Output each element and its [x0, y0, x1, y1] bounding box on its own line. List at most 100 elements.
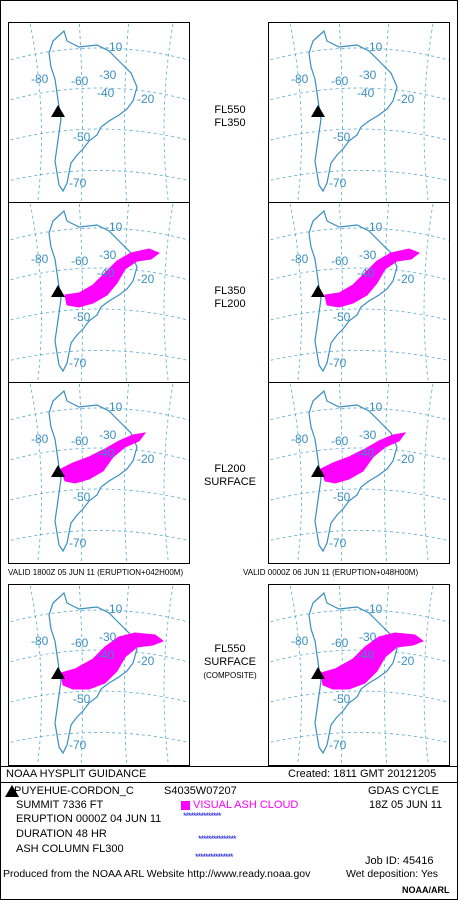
longitude-label: -40 [357, 648, 375, 662]
longitude-label: -80 [31, 432, 49, 446]
ash-cloud [320, 632, 425, 690]
level-label-2: FL350 FL200 [190, 285, 270, 311]
longitude-label: -60 [71, 636, 89, 650]
graticule-line [29, 383, 42, 563]
graticule-line [29, 23, 42, 203]
longitude-label: -20 [397, 654, 415, 668]
graticule-line [289, 585, 302, 765]
graticule-line [423, 585, 434, 765]
produced-by: Produced from the NOAA ARL Website http:… [3, 868, 311, 880]
map-panel-r4-left: -80 -60 -40 -20 -10 -30 -50 -70 [8, 584, 190, 766]
longitude-label: -60 [331, 74, 349, 88]
coastline [48, 591, 138, 755]
longitude-label: -40 [97, 648, 115, 662]
latitude-label: -30 [99, 630, 117, 644]
graticule-line [9, 128, 189, 141]
graticule-line [384, 585, 390, 765]
longitude-label: -80 [291, 252, 309, 266]
longitude-label: -80 [291, 432, 309, 446]
graticule-line [124, 23, 130, 203]
ash-cloud [60, 632, 165, 690]
latitude-label: -10 [365, 602, 383, 616]
graticule-line [423, 23, 434, 203]
graticule-line [9, 690, 189, 703]
footer-divider [0, 766, 458, 767]
level-top: FL550 [214, 643, 246, 655]
latitude-label: -50 [73, 310, 91, 324]
graticule-line [9, 732, 189, 744]
longitude-label: -60 [71, 434, 89, 448]
longitude-label: -40 [97, 266, 115, 280]
guidance-title: NOAA HYSPLIT GUIDANCE [6, 768, 147, 780]
latitude-label: -70 [329, 536, 347, 550]
longitude-label: -80 [31, 252, 49, 266]
volcano-marker-icon [311, 465, 325, 477]
longitude-label: -60 [71, 254, 89, 268]
legend-stars-2: *************** [198, 834, 237, 844]
coastline [308, 209, 398, 373]
longitude-label: -20 [137, 654, 155, 668]
longitude-label: -40 [97, 446, 115, 460]
graticule-line [9, 488, 189, 501]
volcano-marker-icon [51, 285, 65, 297]
map-canvas: -80 -60 -40 -20 -10 -30 -50 -70 [9, 23, 189, 203]
volcano-triangle-icon [5, 785, 19, 797]
graticule-line [9, 267, 189, 281]
ash-cloud [324, 248, 421, 308]
level-bottom: FL350 [214, 117, 246, 129]
latitude-label: -50 [333, 692, 351, 706]
longitude-label: -20 [137, 92, 155, 106]
graticule-line [163, 203, 174, 383]
level-top: FL200 [214, 463, 246, 475]
longitude-label: -20 [397, 92, 415, 106]
graticule-line [269, 47, 449, 61]
map-canvas: -80 -60 -40 -20 -10 -30 -50 -70 [9, 203, 189, 383]
latitude-label: -50 [333, 130, 351, 144]
longitude-label: -20 [137, 272, 155, 286]
graticule-line [9, 308, 189, 321]
coastline [48, 389, 138, 553]
ash-cloud [64, 248, 161, 308]
map-panel-r1-left: -80 -60 -40 -20 -10 -30 -50 -70 [8, 22, 190, 204]
longitude-label: -40 [357, 266, 375, 280]
longitude-label: -60 [331, 254, 349, 268]
longitude-label: -40 [97, 86, 115, 100]
level-bottom: SURFACE [204, 476, 256, 488]
coastline [308, 389, 398, 553]
latitude-label: -10 [105, 602, 123, 616]
map-panel-r2-right: -80 -60 -40 -20 -10 -30 -50 -70 [268, 202, 450, 384]
latitude-label: -10 [105, 400, 123, 414]
graticule-line [269, 690, 449, 703]
volcano-marker-icon [51, 105, 65, 117]
graticule-line [9, 170, 189, 182]
graticule-line [9, 407, 189, 421]
longitude-label: -80 [291, 634, 309, 648]
coastline [308, 29, 398, 193]
graticule-line [384, 203, 390, 383]
map-canvas: -80 -60 -40 -20 -10 -30 -50 -70 [269, 383, 449, 563]
cycle-time: 18Z 05 JUN 11 [369, 799, 443, 811]
graticule-line [423, 203, 434, 383]
map-canvas: -80 -60 -40 -20 -10 -30 -50 -70 [9, 585, 189, 765]
graticule-line [269, 488, 449, 501]
map-panel-r3-right: -80 -60 -40 -20 -10 -30 -50 -70 [268, 382, 450, 564]
latitude-label: -50 [73, 490, 91, 504]
graticule-line [269, 407, 449, 421]
graticule-line [163, 585, 174, 765]
map-canvas: -80 -60 -40 -20 -10 -30 -50 -70 [9, 383, 189, 563]
legend-stars-3: *************** [195, 852, 234, 862]
map-canvas: -80 -60 -40 -20 -10 -30 -50 -70 [269, 585, 449, 765]
volcano-marker-icon [311, 667, 325, 679]
graticule-line [9, 530, 189, 542]
longitude-label: -40 [357, 446, 375, 460]
graticule-line [269, 447, 449, 461]
latitude-label: -30 [359, 630, 377, 644]
latitude-label: -70 [69, 356, 87, 370]
ash-column-height: ASH COLUMN FL300 [16, 843, 124, 855]
longitude-label: -60 [71, 74, 89, 88]
graticule-line [29, 585, 42, 765]
graticule-line [124, 585, 130, 765]
graticule-line [9, 350, 189, 362]
latitude-label: -70 [329, 176, 347, 190]
latitude-label: -30 [359, 248, 377, 262]
